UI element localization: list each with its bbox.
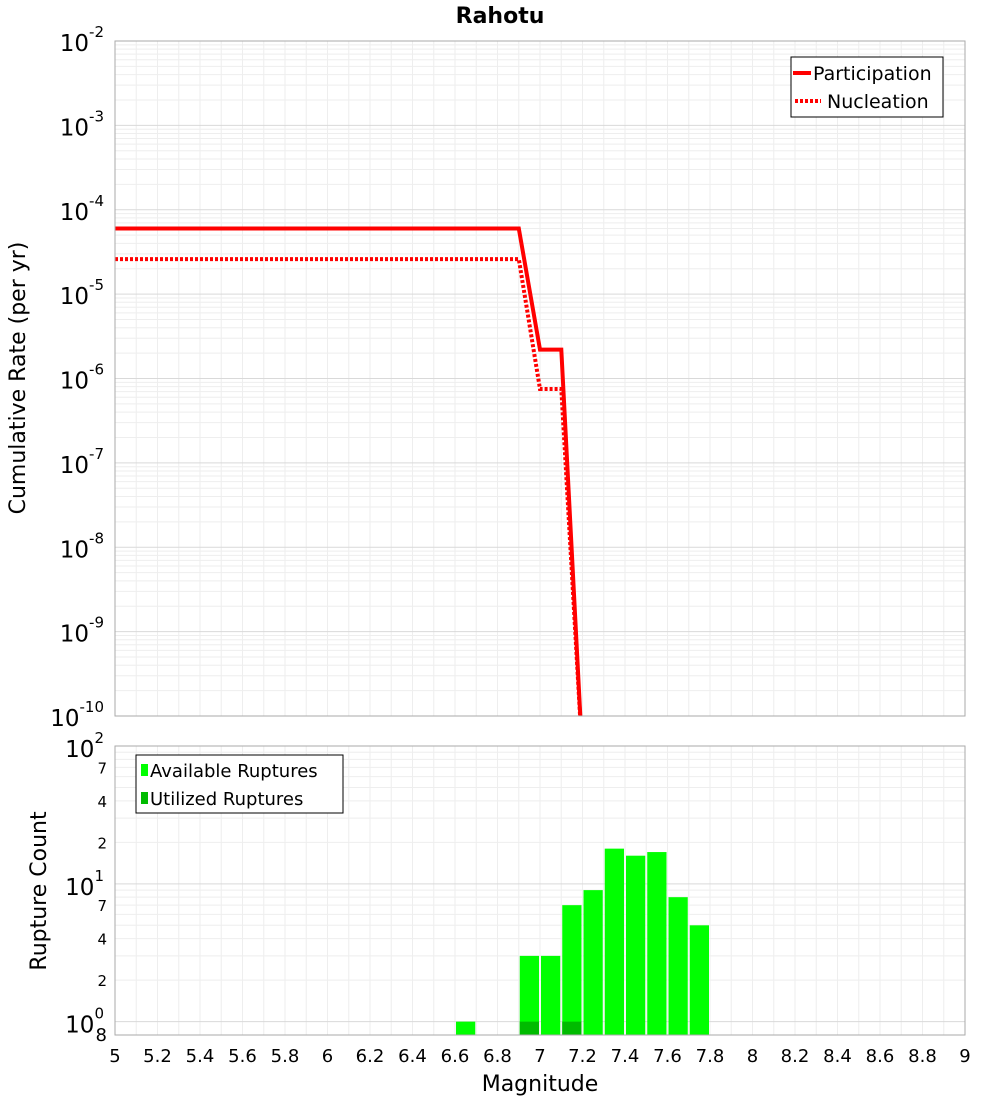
x-tick-label: 5.8 xyxy=(271,1046,300,1067)
bottom-plot-frame xyxy=(114,745,966,1036)
bar-available xyxy=(562,905,582,1035)
bottom-y-minor-tick-label: 2 xyxy=(97,972,107,990)
x-axis-label: Magnitude xyxy=(482,1072,599,1097)
top-y-tick-labels: 10-2 10-3 10-4 10-5 10-6 10-7 10-8 10-9 10-10 xyxy=(50,23,104,732)
legend-label-utilized: Utilized Ruptures xyxy=(150,789,303,810)
bottom-y-minor-tick-label: 4 xyxy=(97,793,107,811)
x-tick-label: 6.2 xyxy=(356,1046,385,1067)
bar-available xyxy=(541,955,561,1035)
legend-label-nucleation: Nucleation xyxy=(827,91,929,113)
bottom-y-major-tick-label: 101 xyxy=(65,867,104,901)
bar-utilized xyxy=(562,1021,582,1035)
bar-available xyxy=(668,897,688,1035)
bar-available xyxy=(456,1021,476,1035)
x-tick-label: 8 xyxy=(747,1046,758,1067)
top-series-group xyxy=(115,226,583,716)
bottom-y-minor-tick-label: 4 xyxy=(97,931,107,949)
bottom-y-tick-labels: 100 101 102 8 2 4 7 2 4 7 xyxy=(65,729,107,1046)
top-plot-panel: 10-2 10-3 10-4 10-5 10-6 10-7 10-8 10-9 10-10 Cu… xyxy=(6,23,966,732)
legend-label-participation: Participation xyxy=(813,63,932,85)
x-tick-label: 7 xyxy=(534,1046,545,1067)
y-tick-label: 10-7 xyxy=(60,445,104,479)
y-tick-label: 10-10 xyxy=(50,698,104,732)
bottom-legend: Available Ruptures Utilized Ruptures xyxy=(135,754,344,814)
y-tick-label: 10-9 xyxy=(60,614,104,648)
legend-swatch-utilized xyxy=(141,792,148,804)
top-y-axis-label: Cumulative Rate (per yr) xyxy=(6,242,31,515)
x-tick-label: 5.6 xyxy=(228,1046,257,1067)
y-tick-label: 10-5 xyxy=(60,276,104,310)
legend-swatch-available xyxy=(141,764,148,776)
bottom-y-minor-tick-label: 7 xyxy=(97,759,107,777)
bar-available xyxy=(689,925,709,1035)
bottom-legend-box xyxy=(135,754,344,814)
x-tick-label: 8.6 xyxy=(866,1046,895,1067)
bottom-bars-group xyxy=(456,848,709,1035)
x-tick-label: 8.4 xyxy=(823,1046,852,1067)
x-tick-label: 6.6 xyxy=(441,1046,470,1067)
y-tick-label: 10-2 xyxy=(60,23,104,57)
bottom-y-minor-tick-label: 8 xyxy=(96,1025,107,1046)
bottom-y-minor-tick-label: 7 xyxy=(97,897,107,915)
x-tick-label: 8.2 xyxy=(781,1046,810,1067)
x-tick-label: 7.8 xyxy=(696,1046,725,1067)
x-tick-label: 8.8 xyxy=(908,1046,937,1067)
x-tick-label: 7.4 xyxy=(611,1046,640,1067)
y-tick-label: 10-8 xyxy=(60,529,104,563)
bottom-y-axis-label: Rupture Count xyxy=(27,811,52,971)
bottom-plot-panel: 100 101 102 8 2 4 7 2 4 7 Rupture Count 5 5.2 5.4 5.… xyxy=(27,729,971,1097)
bar-available xyxy=(519,955,539,1035)
top-plot-frame xyxy=(114,40,966,717)
bar-available xyxy=(604,848,624,1035)
bottom-y-minor-tick-label: 2 xyxy=(97,834,107,852)
top-legend: Participation Nucleation xyxy=(790,56,944,118)
y-tick-label: 10-4 xyxy=(60,192,104,226)
x-tick-label: 7.2 xyxy=(568,1046,597,1067)
y-tick-label: 10-6 xyxy=(60,361,104,395)
bar-available xyxy=(626,855,646,1035)
x-tick-label: 6 xyxy=(322,1046,333,1067)
bar-available xyxy=(647,852,667,1035)
chart-title: Rahotu xyxy=(456,4,545,29)
bottom-y-major-tick-label: 102 xyxy=(65,729,104,763)
legend-label-available: Available Ruptures xyxy=(150,761,318,782)
x-tick-label: 5.4 xyxy=(186,1046,215,1067)
x-tick-label: 6.4 xyxy=(398,1046,427,1067)
bottom-y-major-tick-label: 100 xyxy=(65,1005,104,1039)
series-line-participation xyxy=(115,226,583,716)
top-legend-box xyxy=(790,56,944,118)
x-tick-label: 5 xyxy=(109,1046,120,1067)
bar-utilized xyxy=(519,1021,539,1035)
x-tick-label: 5.2 xyxy=(143,1046,172,1067)
x-tick-label: 7.6 xyxy=(653,1046,682,1067)
x-tick-label: 6.8 xyxy=(483,1046,512,1067)
x-tick-label: 9 xyxy=(959,1046,970,1067)
bar-available xyxy=(583,890,603,1035)
y-tick-label: 10-3 xyxy=(60,107,104,141)
x-tick-labels: 5 5.2 5.4 5.6 5.8 6 6.2 6.4 6.6 6.8 7 7.2 7.4 7.6 7.8 8… xyxy=(109,1046,970,1067)
